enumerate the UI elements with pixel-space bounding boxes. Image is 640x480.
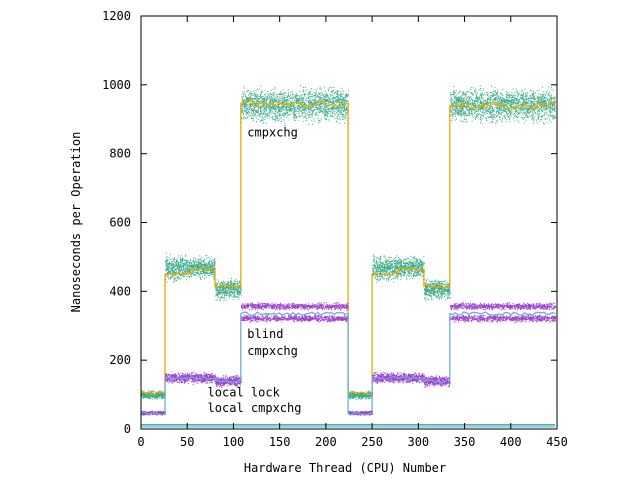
scatter-points-cmpxchg-segment-4 xyxy=(240,85,349,126)
scatter-points-cmpxchg-segment-2 xyxy=(190,255,216,281)
plot-layer xyxy=(140,85,557,428)
x-tick-label: 250 xyxy=(361,435,383,449)
y-tick-label: 0 xyxy=(124,422,131,436)
y-axis-label: Nanoseconds per Operation xyxy=(69,132,83,313)
y-tick-label: 1200 xyxy=(102,9,131,23)
series-blind-cmpxchg xyxy=(140,301,557,416)
series-cmpxchg xyxy=(140,85,557,400)
annotation-label: blind xyxy=(247,327,283,341)
plot-frame xyxy=(140,15,558,430)
scatter-points-cmpxchg-segment-3 xyxy=(215,277,242,302)
y-tick-label: 1000 xyxy=(102,78,131,92)
x-tick-label: 300 xyxy=(407,435,429,449)
median-line-blind-cmpxchg xyxy=(140,311,556,416)
y-tick-label: 600 xyxy=(109,216,131,230)
y-tick-label: 400 xyxy=(109,284,131,298)
x-tick-label: 400 xyxy=(500,435,522,449)
axes-layer: 0 50 100 150 200 250 300 350 400 450 0 200 400 600 800… xyxy=(102,9,568,449)
x-tick-label: 50 xyxy=(180,435,194,449)
annotation-label: local lock xyxy=(208,385,281,399)
y-tick-label: 200 xyxy=(109,353,131,367)
scatter-points-cmpxchg-segment-1 xyxy=(165,252,192,283)
scatter-points-blind-cmpxchg-segment-7 xyxy=(449,302,557,323)
x-axis-label: Hardware Thread (CPU) Number xyxy=(244,461,446,475)
y-tick-label: 800 xyxy=(109,147,131,161)
median-line-cmpxchg xyxy=(140,99,556,396)
x-tick-label: 350 xyxy=(454,435,476,449)
scatter-points-cmpxchg-segment-6 xyxy=(372,254,399,283)
annotation-label: local cmpxchg xyxy=(208,401,302,415)
x-tick-label: 450 xyxy=(546,435,568,449)
x-tick-label: 200 xyxy=(315,435,337,449)
scatter-points-cmpxchg-segment-8 xyxy=(424,277,451,301)
scatter-points-blind-cmpxchg-segment-3 xyxy=(240,301,349,323)
annotation-label: cmpxchg xyxy=(247,344,298,358)
annotation-label: cmpxchg xyxy=(247,125,298,139)
scatter-points-cmpxchg-segment-7 xyxy=(398,255,425,281)
x-tick-label: 150 xyxy=(269,435,291,449)
x-tick-label: 0 xyxy=(137,435,144,449)
x-tick-label: 100 xyxy=(223,435,245,449)
